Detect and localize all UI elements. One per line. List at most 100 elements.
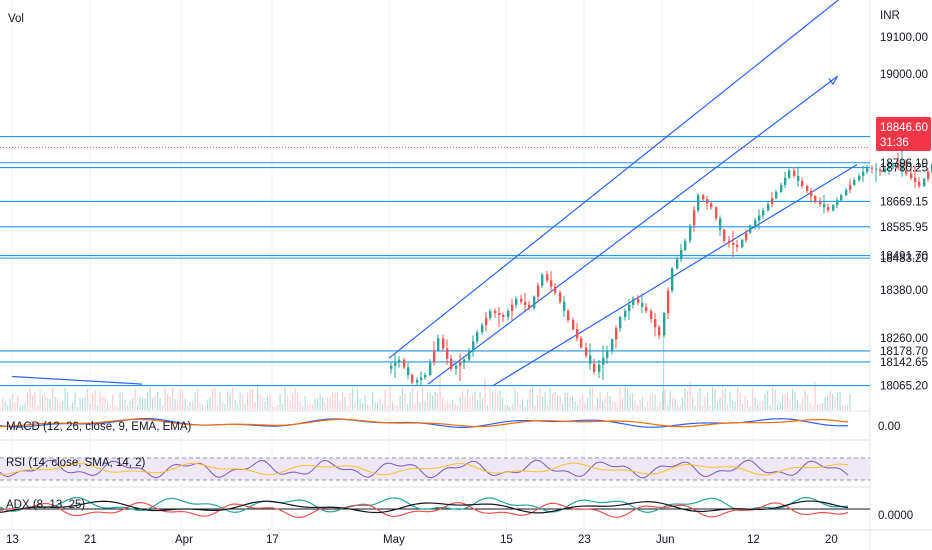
volume-bar bbox=[324, 401, 326, 410]
volume-bar bbox=[692, 397, 694, 410]
candle-body bbox=[645, 306, 648, 311]
volume-bar bbox=[722, 390, 724, 410]
volume-bar bbox=[104, 397, 106, 410]
candle-body bbox=[845, 190, 848, 196]
volume-bar bbox=[339, 401, 341, 410]
volume-bar bbox=[412, 387, 414, 410]
candle-body bbox=[459, 362, 462, 366]
volume-bars bbox=[2, 320, 851, 410]
volume-bar bbox=[589, 388, 591, 410]
volume-bar bbox=[79, 398, 81, 410]
volume-bar bbox=[54, 397, 56, 410]
volume-bar bbox=[124, 399, 126, 410]
volume-bar bbox=[464, 396, 466, 410]
candle-body bbox=[914, 177, 917, 182]
volume-bar bbox=[259, 394, 261, 410]
volume-bar bbox=[769, 404, 771, 410]
channel-line[interactable] bbox=[492, 164, 858, 387]
volume-bar bbox=[637, 404, 639, 410]
adx-label[interactable]: ADX (8, 13, 25) bbox=[6, 499, 85, 511]
x-tick-label: 12 bbox=[747, 534, 760, 546]
channel-line[interactable] bbox=[427, 75, 838, 385]
channel-lines[interactable] bbox=[11, 0, 858, 387]
volume-bar bbox=[807, 395, 809, 410]
volume-bar bbox=[632, 393, 634, 410]
candle-body bbox=[407, 367, 410, 375]
volume-bar bbox=[439, 376, 441, 410]
volume-bar bbox=[812, 406, 814, 410]
volume-bar bbox=[179, 388, 181, 410]
trend-line[interactable] bbox=[11, 375, 143, 385]
volume-bar bbox=[217, 405, 219, 410]
volume-bar bbox=[352, 387, 354, 410]
volume-bar bbox=[804, 390, 806, 410]
volume-bar bbox=[337, 391, 339, 410]
volume-bar bbox=[269, 393, 271, 410]
volume-bar bbox=[674, 398, 676, 410]
volume-bar bbox=[644, 406, 646, 410]
volume-bar bbox=[327, 397, 329, 410]
volume-bar bbox=[299, 402, 301, 410]
volume-bar bbox=[407, 404, 409, 410]
volume-bar bbox=[7, 405, 9, 410]
volume-bar bbox=[119, 392, 121, 410]
volume-bar bbox=[374, 402, 376, 410]
macd-label[interactable]: MACD (12, 26, close, 9, EMA, EMA) bbox=[6, 421, 192, 433]
volume-bar bbox=[64, 387, 66, 410]
volume-bar bbox=[389, 387, 391, 410]
level-label: 18178.70 bbox=[880, 346, 928, 358]
volume-bar bbox=[139, 397, 141, 410]
volume-bar bbox=[562, 404, 564, 410]
volume-bar bbox=[302, 405, 304, 410]
candle-body bbox=[814, 196, 817, 202]
volume-bar bbox=[34, 391, 36, 410]
volume-bar bbox=[209, 397, 211, 410]
volume-bar bbox=[134, 388, 136, 410]
volume-bar bbox=[687, 390, 689, 410]
candle-body bbox=[398, 359, 401, 363]
candle-body bbox=[858, 175, 861, 180]
volume-bar bbox=[329, 397, 331, 410]
macd-signal bbox=[0, 418, 849, 428]
volume-bar bbox=[442, 397, 444, 410]
volume-bar bbox=[742, 404, 744, 410]
candle-body bbox=[862, 171, 865, 176]
volume-bar bbox=[707, 393, 709, 410]
volume-bar bbox=[422, 388, 424, 410]
volume-bar bbox=[27, 393, 29, 410]
rsi-label[interactable]: RSI (14, close, SMA, 14, 2) bbox=[6, 457, 146, 469]
x-axis[interactable]: 13 21 Apr 17 May 15 23 Jun 12 20 bbox=[6, 534, 838, 546]
volume-bar bbox=[542, 396, 544, 410]
volume-bar bbox=[662, 392, 664, 410]
volume-bar bbox=[132, 398, 134, 410]
volume-bar bbox=[202, 404, 204, 410]
candle-body bbox=[719, 218, 722, 230]
horizontal-levels[interactable] bbox=[0, 136, 870, 387]
volume-bar bbox=[9, 398, 11, 410]
candle-body bbox=[572, 320, 575, 330]
volume-bar bbox=[469, 397, 471, 410]
volume-bar bbox=[787, 391, 789, 410]
volume-bar bbox=[557, 395, 559, 410]
volume-bar bbox=[544, 391, 546, 410]
volume-bar bbox=[689, 381, 691, 410]
volume-bar bbox=[37, 405, 39, 410]
channel-line[interactable] bbox=[388, 0, 844, 359]
volume-bar bbox=[207, 400, 209, 410]
candle-body bbox=[511, 304, 514, 311]
adx-line bbox=[0, 500, 849, 514]
candle-body bbox=[485, 318, 488, 326]
volume-bar bbox=[247, 391, 249, 410]
candle-body bbox=[758, 215, 761, 221]
candle-body bbox=[546, 274, 549, 281]
volume-bar bbox=[499, 390, 501, 410]
candle-body bbox=[442, 338, 445, 349]
volume-bar bbox=[274, 406, 276, 410]
volume-bar bbox=[427, 391, 429, 410]
candle-body bbox=[840, 195, 843, 201]
candle-body bbox=[567, 310, 570, 321]
candle-body bbox=[884, 168, 887, 171]
candle-body bbox=[394, 362, 397, 366]
volume-bar bbox=[52, 387, 54, 410]
